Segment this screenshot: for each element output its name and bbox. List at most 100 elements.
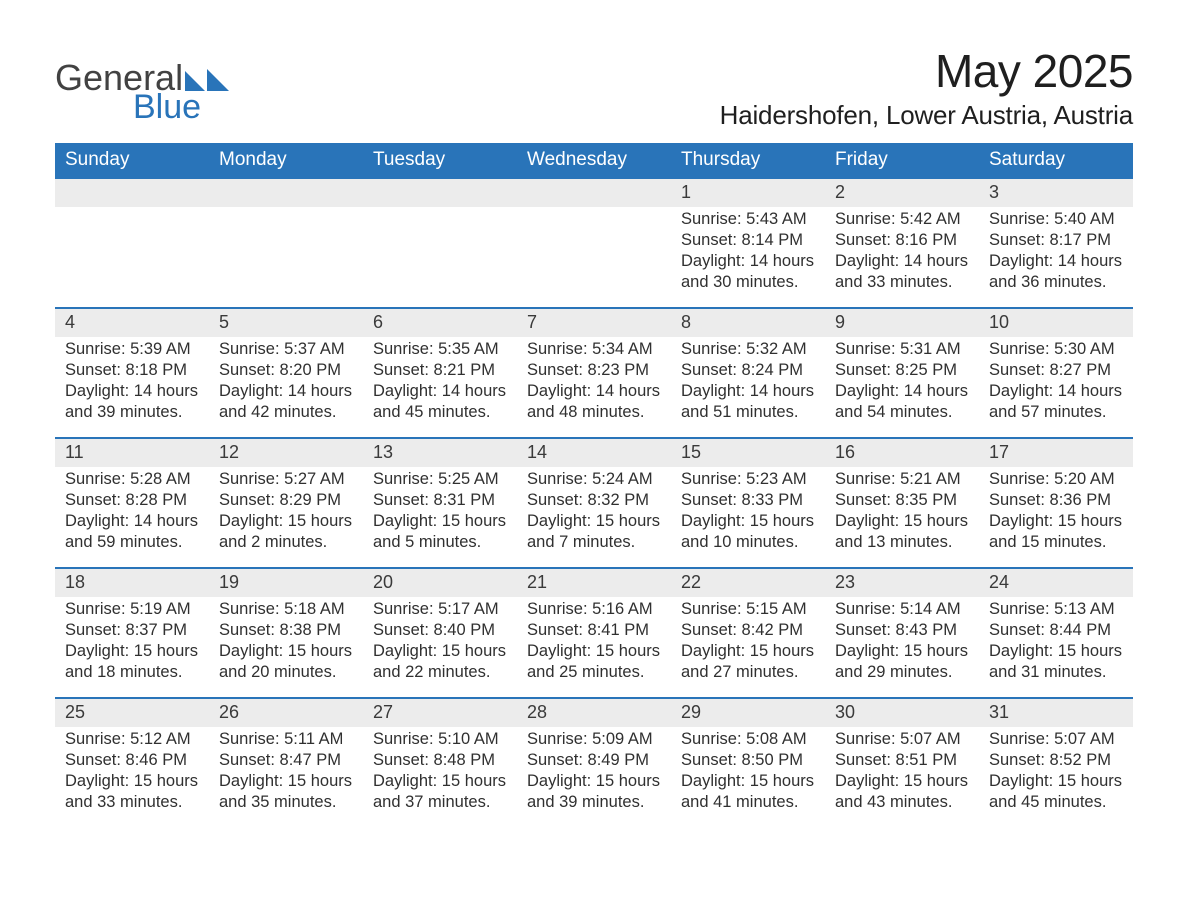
day-detail-line: Sunset: 8:23 PM — [527, 360, 661, 381]
day-detail-line: and 2 minutes. — [219, 532, 353, 553]
day-detail-line: Sunrise: 5:20 AM — [989, 469, 1123, 490]
day-detail-line: Sunset: 8:16 PM — [835, 230, 969, 251]
day-detail-line: Daylight: 15 hours — [373, 641, 507, 662]
day-details: Sunrise: 5:15 AMSunset: 8:42 PMDaylight:… — [671, 597, 825, 687]
calendar-day: 30Sunrise: 5:07 AMSunset: 8:51 PMDayligh… — [825, 699, 979, 827]
day-detail-line: and 25 minutes. — [527, 662, 661, 683]
day-number: 30 — [825, 699, 979, 727]
day-detail-line: Sunset: 8:46 PM — [65, 750, 199, 771]
day-number — [363, 179, 517, 207]
day-detail-line: Sunrise: 5:11 AM — [219, 729, 353, 750]
day-details: Sunrise: 5:10 AMSunset: 8:48 PMDaylight:… — [363, 727, 517, 817]
day-detail-line: Sunrise: 5:39 AM — [65, 339, 199, 360]
day-detail-line: Sunset: 8:18 PM — [65, 360, 199, 381]
day-detail-line: Daylight: 14 hours — [835, 251, 969, 272]
day-detail-line: Sunset: 8:42 PM — [681, 620, 815, 641]
day-detail-line: Sunset: 8:43 PM — [835, 620, 969, 641]
day-detail-line: Daylight: 15 hours — [527, 511, 661, 532]
day-number: 3 — [979, 179, 1133, 207]
day-detail-line: and 29 minutes. — [835, 662, 969, 683]
calendar-day: 21Sunrise: 5:16 AMSunset: 8:41 PMDayligh… — [517, 569, 671, 697]
day-detail-line: Daylight: 15 hours — [527, 771, 661, 792]
day-detail-line: Sunset: 8:24 PM — [681, 360, 815, 381]
calendar-page: General Blue May 2025 Haidershofen, Lowe… — [0, 0, 1188, 918]
calendar-day: 17Sunrise: 5:20 AMSunset: 8:36 PMDayligh… — [979, 439, 1133, 567]
calendar-day: 31Sunrise: 5:07 AMSunset: 8:52 PMDayligh… — [979, 699, 1133, 827]
day-detail-line: and 33 minutes. — [65, 792, 199, 813]
day-detail-line: Sunset: 8:37 PM — [65, 620, 199, 641]
day-number — [517, 179, 671, 207]
day-details: Sunrise: 5:34 AMSunset: 8:23 PMDaylight:… — [517, 337, 671, 427]
day-details: Sunrise: 5:37 AMSunset: 8:20 PMDaylight:… — [209, 337, 363, 427]
calendar-day: 25Sunrise: 5:12 AMSunset: 8:46 PMDayligh… — [55, 699, 209, 827]
day-number: 19 — [209, 569, 363, 597]
day-detail-line: Sunset: 8:38 PM — [219, 620, 353, 641]
day-detail-line: Daylight: 15 hours — [681, 641, 815, 662]
day-number: 5 — [209, 309, 363, 337]
day-detail-line: Daylight: 15 hours — [989, 771, 1123, 792]
day-number: 31 — [979, 699, 1133, 727]
calendar-day: 18Sunrise: 5:19 AMSunset: 8:37 PMDayligh… — [55, 569, 209, 697]
day-detail-line: Daylight: 14 hours — [989, 381, 1123, 402]
day-details: Sunrise: 5:07 AMSunset: 8:52 PMDaylight:… — [979, 727, 1133, 817]
calendar-day: 28Sunrise: 5:09 AMSunset: 8:49 PMDayligh… — [517, 699, 671, 827]
day-details: Sunrise: 5:19 AMSunset: 8:37 PMDaylight:… — [55, 597, 209, 687]
location-label: Haidershofen, Lower Austria, Austria — [720, 100, 1133, 131]
day-details: Sunrise: 5:17 AMSunset: 8:40 PMDaylight:… — [363, 597, 517, 687]
day-detail-line: and 48 minutes. — [527, 402, 661, 423]
day-detail-line: Daylight: 14 hours — [219, 381, 353, 402]
day-detail-line: and 45 minutes. — [373, 402, 507, 423]
day-detail-line: and 39 minutes. — [65, 402, 199, 423]
calendar-week: 4Sunrise: 5:39 AMSunset: 8:18 PMDaylight… — [55, 307, 1133, 437]
day-details: Sunrise: 5:25 AMSunset: 8:31 PMDaylight:… — [363, 467, 517, 557]
day-details: Sunrise: 5:08 AMSunset: 8:50 PMDaylight:… — [671, 727, 825, 817]
day-number: 1 — [671, 179, 825, 207]
day-detail-line: Sunset: 8:27 PM — [989, 360, 1123, 381]
calendar-day: 19Sunrise: 5:18 AMSunset: 8:38 PMDayligh… — [209, 569, 363, 697]
day-detail-line: Sunrise: 5:17 AM — [373, 599, 507, 620]
day-number: 6 — [363, 309, 517, 337]
day-detail-line: and 33 minutes. — [835, 272, 969, 293]
day-detail-line: Sunrise: 5:43 AM — [681, 209, 815, 230]
day-details: Sunrise: 5:07 AMSunset: 8:51 PMDaylight:… — [825, 727, 979, 817]
day-details: Sunrise: 5:30 AMSunset: 8:27 PMDaylight:… — [979, 337, 1133, 427]
day-details: Sunrise: 5:16 AMSunset: 8:41 PMDaylight:… — [517, 597, 671, 687]
day-detail-line: Sunrise: 5:16 AM — [527, 599, 661, 620]
day-detail-line: Sunset: 8:36 PM — [989, 490, 1123, 511]
day-details: Sunrise: 5:28 AMSunset: 8:28 PMDaylight:… — [55, 467, 209, 557]
weeks-container: 1Sunrise: 5:43 AMSunset: 8:14 PMDaylight… — [55, 179, 1133, 827]
day-detail-line: Daylight: 15 hours — [989, 641, 1123, 662]
day-detail-line: Daylight: 14 hours — [527, 381, 661, 402]
day-detail-line: and 13 minutes. — [835, 532, 969, 553]
day-detail-line: Sunrise: 5:27 AM — [219, 469, 353, 490]
day-details — [55, 207, 209, 213]
day-detail-line: and 15 minutes. — [989, 532, 1123, 553]
day-number: 8 — [671, 309, 825, 337]
day-details: Sunrise: 5:31 AMSunset: 8:25 PMDaylight:… — [825, 337, 979, 427]
calendar-day — [209, 179, 363, 307]
day-detail-line: Sunrise: 5:40 AM — [989, 209, 1123, 230]
day-detail-line: Sunset: 8:31 PM — [373, 490, 507, 511]
calendar-day: 29Sunrise: 5:08 AMSunset: 8:50 PMDayligh… — [671, 699, 825, 827]
calendar-day — [55, 179, 209, 307]
day-number: 24 — [979, 569, 1133, 597]
day-of-week-header: Sunday Monday Tuesday Wednesday Thursday… — [55, 143, 1133, 179]
day-detail-line: Sunrise: 5:21 AM — [835, 469, 969, 490]
day-detail-line: Sunrise: 5:15 AM — [681, 599, 815, 620]
day-details: Sunrise: 5:09 AMSunset: 8:49 PMDaylight:… — [517, 727, 671, 817]
day-details — [209, 207, 363, 213]
day-detail-line: Daylight: 15 hours — [527, 641, 661, 662]
day-detail-line: Sunrise: 5:31 AM — [835, 339, 969, 360]
day-detail-line: Sunrise: 5:42 AM — [835, 209, 969, 230]
day-number: 2 — [825, 179, 979, 207]
dow-monday: Monday — [209, 143, 363, 179]
day-details: Sunrise: 5:14 AMSunset: 8:43 PMDaylight:… — [825, 597, 979, 687]
logo: General Blue — [55, 40, 229, 124]
day-detail-line: and 5 minutes. — [373, 532, 507, 553]
day-number: 26 — [209, 699, 363, 727]
day-number: 15 — [671, 439, 825, 467]
day-detail-line: and 39 minutes. — [527, 792, 661, 813]
calendar-day: 22Sunrise: 5:15 AMSunset: 8:42 PMDayligh… — [671, 569, 825, 697]
day-details: Sunrise: 5:43 AMSunset: 8:14 PMDaylight:… — [671, 207, 825, 297]
day-number — [209, 179, 363, 207]
